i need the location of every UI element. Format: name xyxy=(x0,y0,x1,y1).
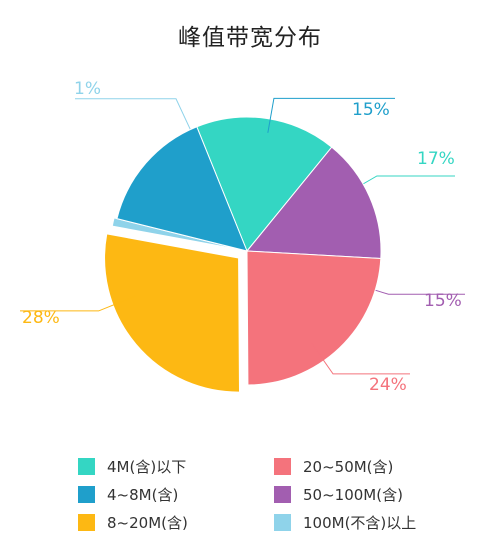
legend-label: 8~20M(含) xyxy=(107,513,188,532)
chart-title: 峰值带宽分布 xyxy=(178,25,322,51)
data-label: 28% xyxy=(22,308,60,328)
legend-swatch xyxy=(78,457,95,475)
legend-item: 100M(不含)以上 xyxy=(274,512,438,532)
leader-line xyxy=(310,342,410,375)
legend-label: 100M(不含)以上 xyxy=(303,513,417,532)
legend-label: 4~8M(含) xyxy=(107,485,179,504)
leader-line xyxy=(75,98,192,132)
legend: 4M(含)以下 20~50M(含) 4~8M(含) 50~100M(含) 8~20M(含… xyxy=(78,456,438,532)
legend-item: 4~8M(含) xyxy=(78,484,274,504)
legend-label: 20~50M(含) xyxy=(303,457,394,476)
pie-slice xyxy=(245,146,382,260)
data-label: 15% xyxy=(352,100,390,120)
legend-label: 4M(含)以下 xyxy=(107,457,187,476)
legend-item: 50~100M(含) xyxy=(274,484,438,504)
pie-slice xyxy=(104,233,241,393)
legend-item: 8~20M(含) xyxy=(78,512,274,532)
legend-swatch xyxy=(274,513,291,531)
legend-swatch xyxy=(78,513,95,531)
leader-line xyxy=(20,295,136,312)
legend-swatch xyxy=(274,485,291,503)
legend-swatch xyxy=(274,457,291,475)
legend-swatch xyxy=(78,485,95,503)
data-label: 24% xyxy=(369,375,407,395)
leader-line xyxy=(267,97,395,133)
legend-label: 50~100M(含) xyxy=(303,485,403,504)
pie-slice xyxy=(196,116,333,252)
legend-item: 20~50M(含) xyxy=(274,456,438,476)
data-label: 17% xyxy=(417,149,455,169)
legend-item: 4M(含)以下 xyxy=(78,456,274,476)
pie-slice xyxy=(116,126,248,252)
pie-slice xyxy=(246,250,382,386)
data-label: 15% xyxy=(424,291,462,311)
data-label: 1% xyxy=(74,79,101,99)
